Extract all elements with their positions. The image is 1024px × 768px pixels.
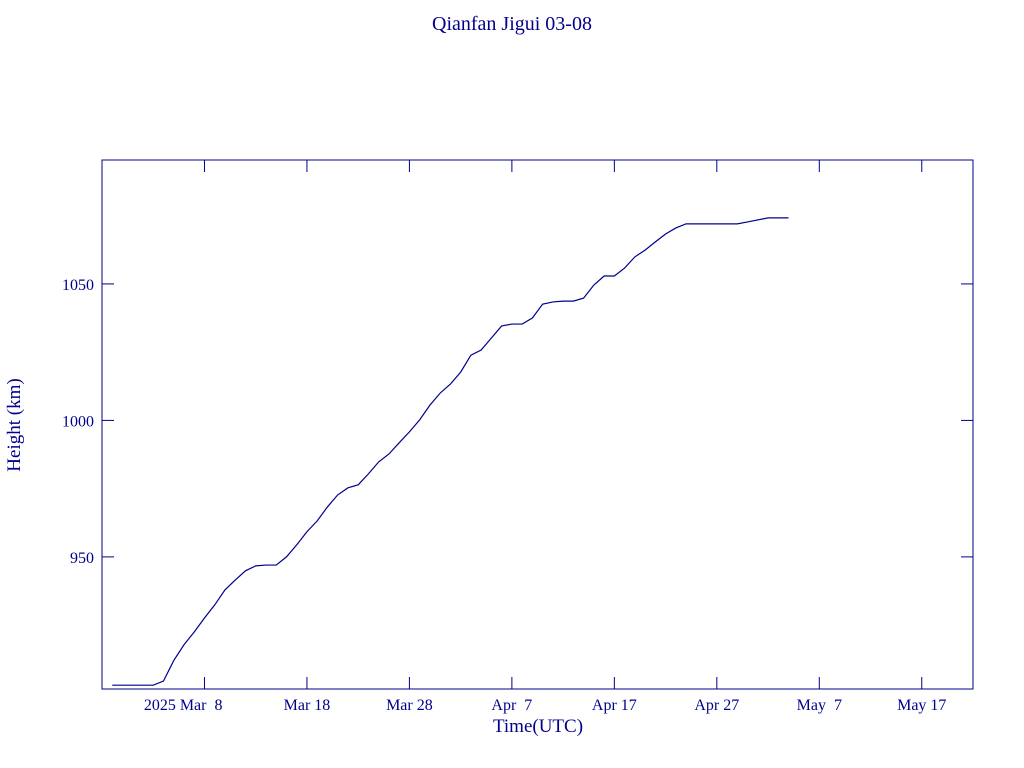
x-tick-label: May 7: [797, 697, 842, 714]
plot-frame: [101, 159, 974, 690]
x-tick-label: Apr 7: [491, 697, 532, 714]
x-tick-label: Mar 28: [386, 697, 433, 714]
y-axis-label: Height (km): [4, 378, 25, 471]
x-tick-label: 2025 Mar 8: [144, 697, 223, 714]
x-tick-label: May 17: [897, 697, 946, 714]
x-tick-label: Mar 18: [284, 697, 331, 714]
x-axis-label: Time(UTC): [493, 716, 583, 737]
y-tick-label: 1050: [62, 277, 94, 294]
chart-title: Qianfan Jigui 03-08: [432, 13, 592, 35]
x-tick-label: Apr 17: [592, 697, 637, 714]
x-tick-label: Apr 27: [694, 697, 739, 714]
y-tick-label: 950: [70, 550, 94, 567]
data-line: [112, 217, 789, 686]
y-tick-label: 1000: [62, 413, 94, 430]
